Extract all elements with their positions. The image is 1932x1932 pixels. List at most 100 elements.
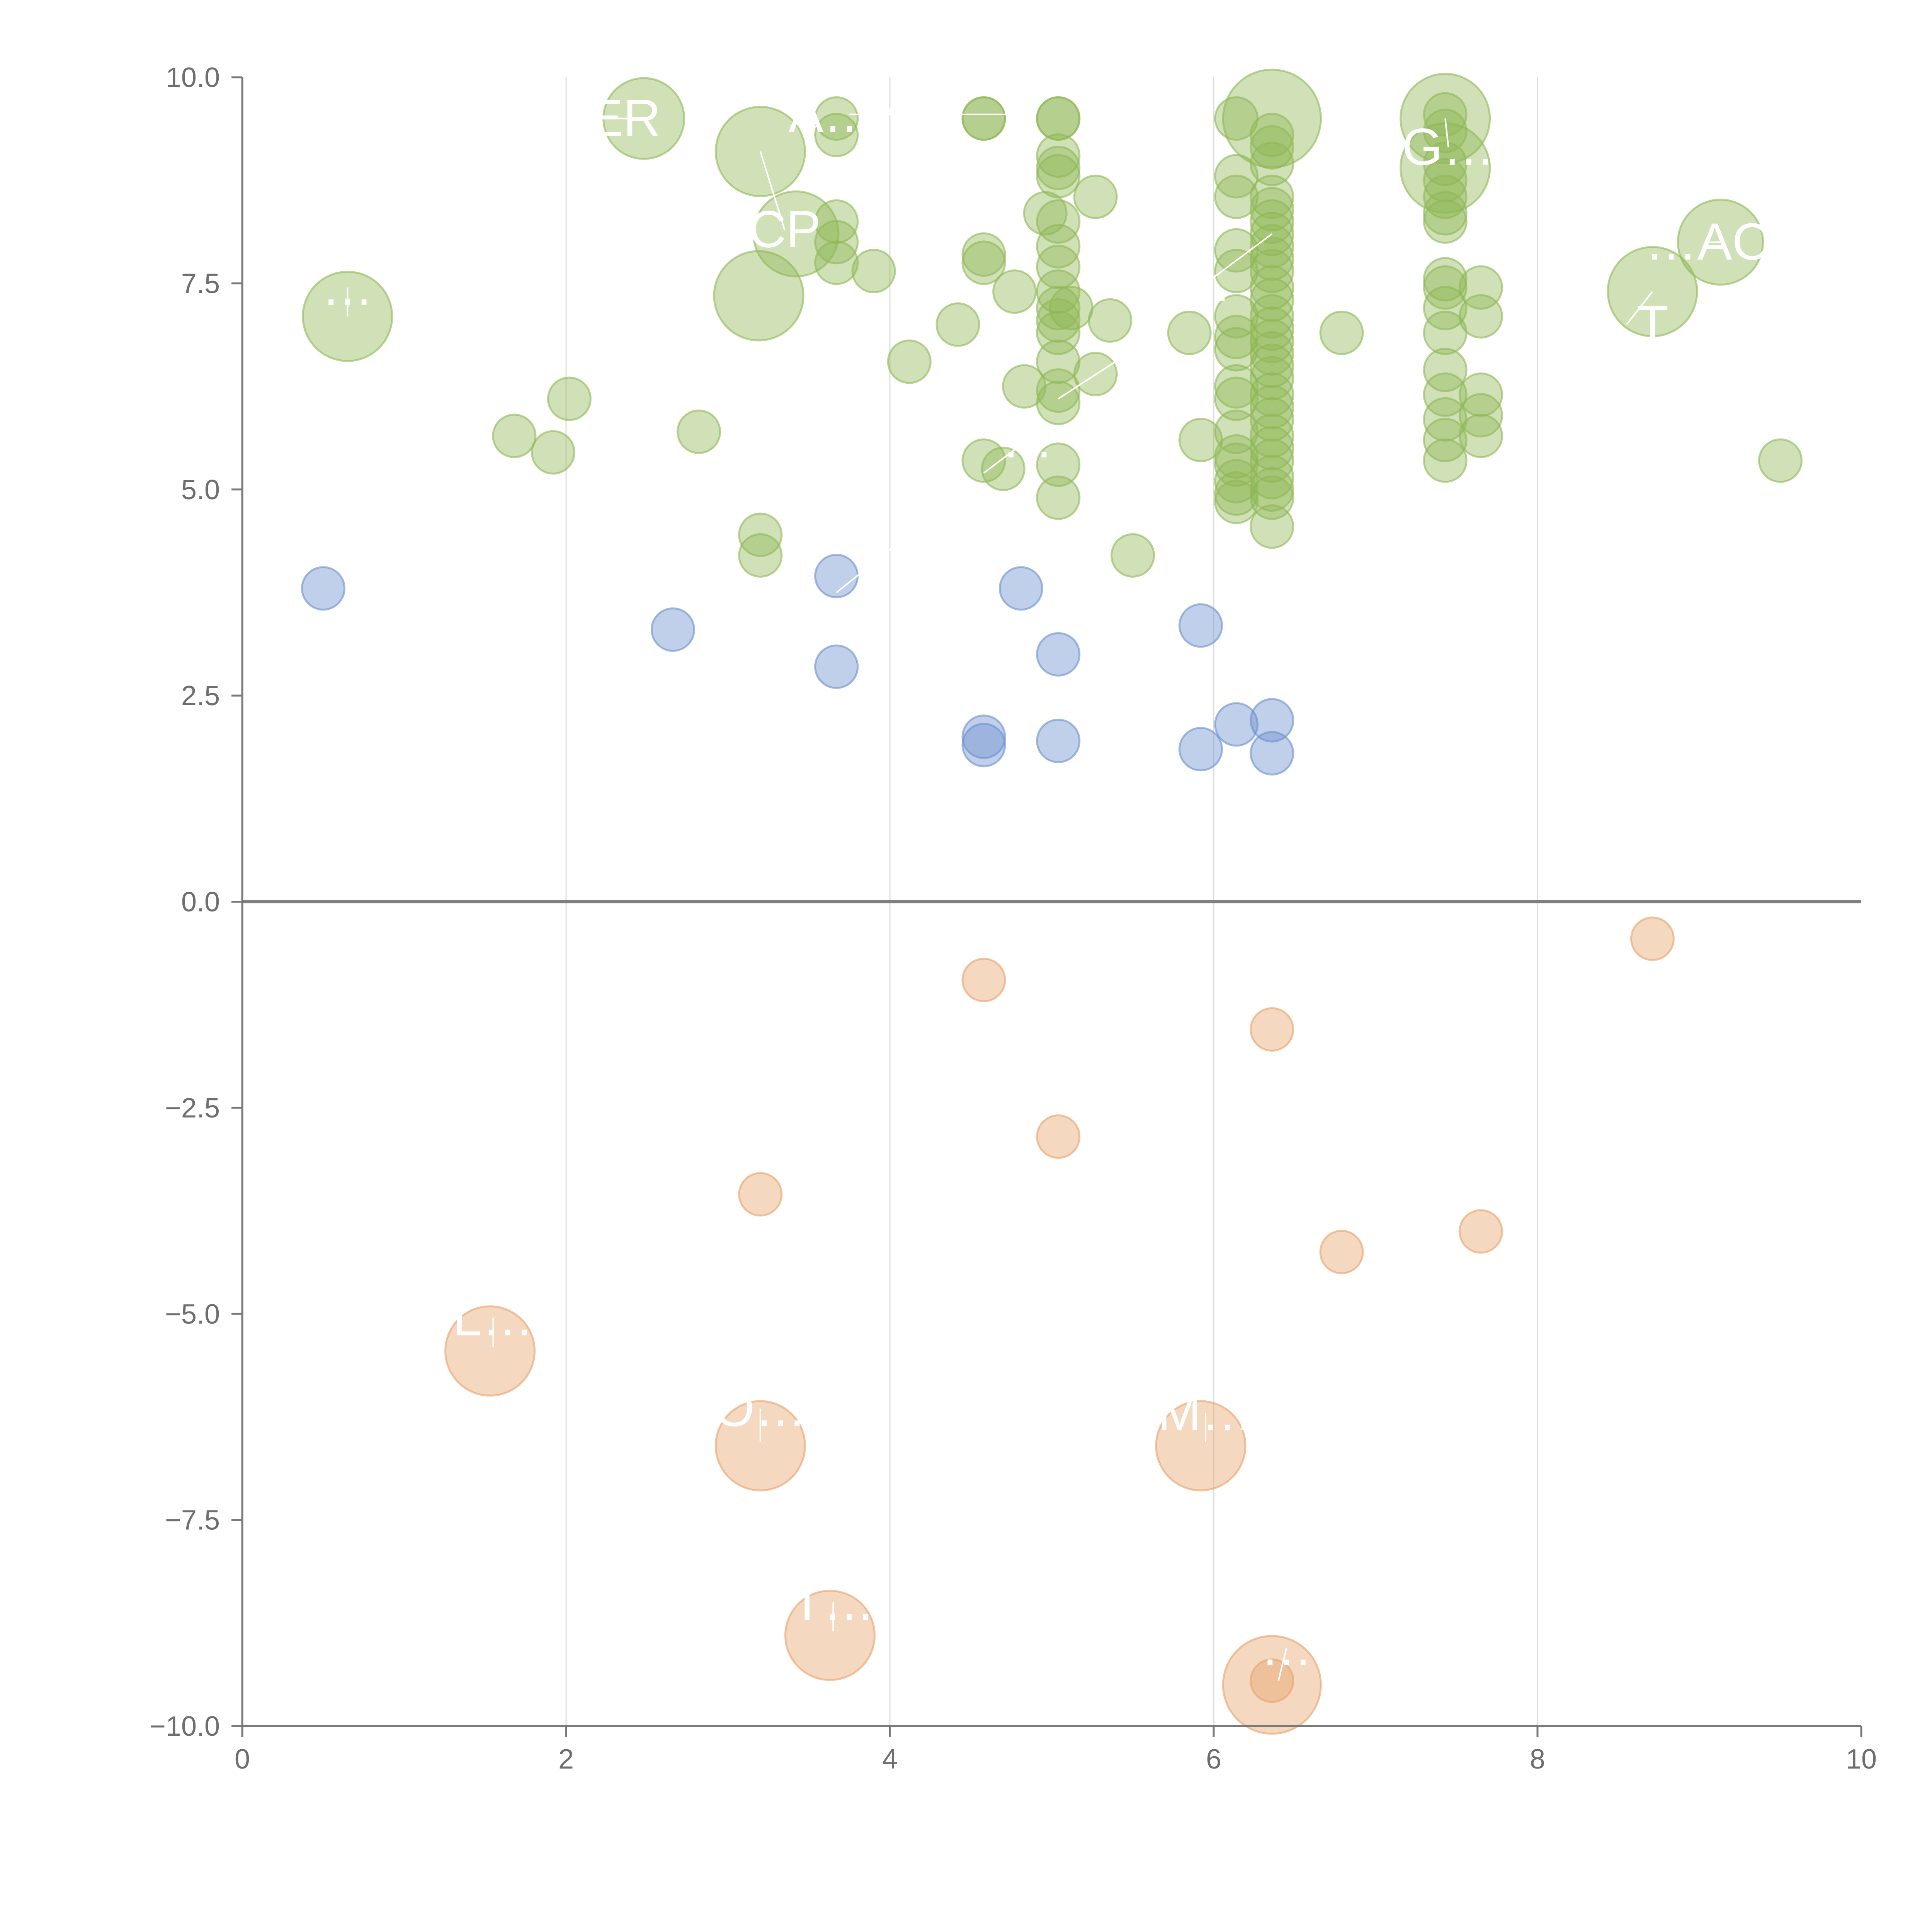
bubble-low (738, 1172, 783, 1217)
annotation-label: …T (1585, 295, 1668, 353)
bubble-mid (814, 554, 859, 599)
bubble-high (1250, 294, 1294, 339)
bubble-high (1214, 376, 1259, 421)
bubble-mid (1250, 731, 1294, 776)
bubble-high (1423, 92, 1468, 137)
bubble-low (1458, 1209, 1503, 1254)
annotation-label: …AC (1645, 213, 1770, 271)
bubble-high (1036, 199, 1081, 244)
bubble-high (1423, 141, 1468, 186)
annotation-label: … (872, 513, 924, 571)
bubble-high (1758, 438, 1803, 483)
bubble-high (935, 302, 980, 347)
x-tick-label: 4 (882, 1744, 898, 1775)
bubble-high (713, 250, 804, 342)
bubble-high (1250, 125, 1294, 170)
bubble-high (1036, 245, 1081, 289)
annotation-label: … (1260, 1618, 1313, 1676)
bubble-high (531, 430, 575, 475)
bubble-high (1250, 224, 1294, 269)
bubble-high (1458, 294, 1503, 339)
bubble-high (1423, 174, 1468, 219)
bubble-mid (1036, 718, 1081, 763)
bubble-low (1036, 1114, 1081, 1159)
bubble-high (1250, 372, 1294, 417)
bubble-high (1250, 174, 1294, 219)
bubble-high (1250, 413, 1294, 458)
bubble-high (1167, 310, 1212, 355)
bubble-high (961, 240, 1006, 285)
bubble-mid (1250, 698, 1294, 743)
bubble-high (1423, 199, 1468, 244)
bubble-low (1250, 1658, 1294, 1703)
bubble-low (961, 957, 1006, 1002)
bubble-high (738, 533, 783, 578)
annotation-label: …ER (536, 89, 661, 147)
bubble-high (1111, 533, 1155, 578)
bubble-high (1423, 347, 1468, 392)
bubble-high (547, 376, 592, 421)
annotation-leader (1205, 233, 1273, 284)
y-tick-label: 0.0 (181, 887, 220, 918)
bubble-mid (1036, 632, 1081, 677)
bubble-high (1036, 286, 1081, 330)
bubble-mid (998, 566, 1043, 611)
annotation-label: … (321, 258, 374, 316)
annotation-leader (1277, 1647, 1287, 1681)
bubble-high (1423, 109, 1468, 153)
y-tick-label: 5.0 (181, 474, 220, 505)
x-tick-label: 2 (558, 1744, 574, 1775)
bubble-high (1319, 310, 1364, 355)
annotation-leader (1444, 118, 1449, 148)
bubble-high (492, 413, 537, 458)
x-tick-label: 8 (1530, 1744, 1545, 1775)
bubble-high (1250, 199, 1294, 244)
annotation-label: A…K (789, 85, 910, 143)
bubble-high (1458, 413, 1503, 458)
annotation-leader (836, 542, 899, 593)
bubble-high (1214, 364, 1259, 409)
annotation-label: CP (748, 200, 821, 259)
annotation-label: G… (1402, 117, 1495, 176)
bubble-low (1630, 917, 1675, 961)
bubble-high (1036, 96, 1081, 141)
bubble-high (1423, 286, 1468, 330)
axes: 10.0 7.5 5.0 2.5 0.0 −2.5 −5.0 −7.5 −10.0 0 2 4 6 8 10 (150, 62, 1877, 1775)
y-tick-label: 10.0 (166, 62, 220, 93)
annotation-label: … (1180, 253, 1232, 312)
bubble-high (981, 446, 1026, 491)
bubble-high (961, 96, 1006, 141)
bubble-low (1155, 1400, 1247, 1492)
bubble-low (784, 1590, 876, 1681)
y-tick-label: 2.5 (181, 680, 220, 711)
bubble-high (1222, 68, 1322, 168)
x-tick-label: 0 (235, 1744, 250, 1775)
y-tick-label: 7.5 (181, 268, 220, 299)
bubble-high (1036, 442, 1081, 487)
bubble-high (1250, 504, 1294, 549)
bubble-high (1214, 480, 1259, 524)
annotation-leader (759, 151, 786, 230)
bubble-high (814, 112, 859, 157)
x-tick-label: 10 (1846, 1744, 1877, 1775)
annotation-label: … (1002, 410, 1054, 469)
bubble-high (1036, 368, 1081, 413)
bubble-high (1250, 306, 1294, 351)
bubble-high (1423, 158, 1468, 203)
bubble-high (851, 248, 896, 293)
bubble-layer (301, 68, 1803, 1735)
bubble-high (992, 269, 1037, 314)
annotation-label: … (1115, 315, 1167, 374)
annotation-label: L… (452, 1288, 534, 1347)
y-tick-label: −10.0 (150, 1711, 220, 1742)
bubble-high (677, 409, 721, 454)
annotation-label: M… (1158, 1383, 1253, 1441)
annotation-label: O… (714, 1379, 807, 1437)
bubble-high (1423, 372, 1468, 417)
annotation-leader (983, 439, 1028, 474)
bubble-high (1073, 174, 1118, 219)
bubble-high (1088, 298, 1133, 343)
annotation-leader (1058, 344, 1141, 400)
